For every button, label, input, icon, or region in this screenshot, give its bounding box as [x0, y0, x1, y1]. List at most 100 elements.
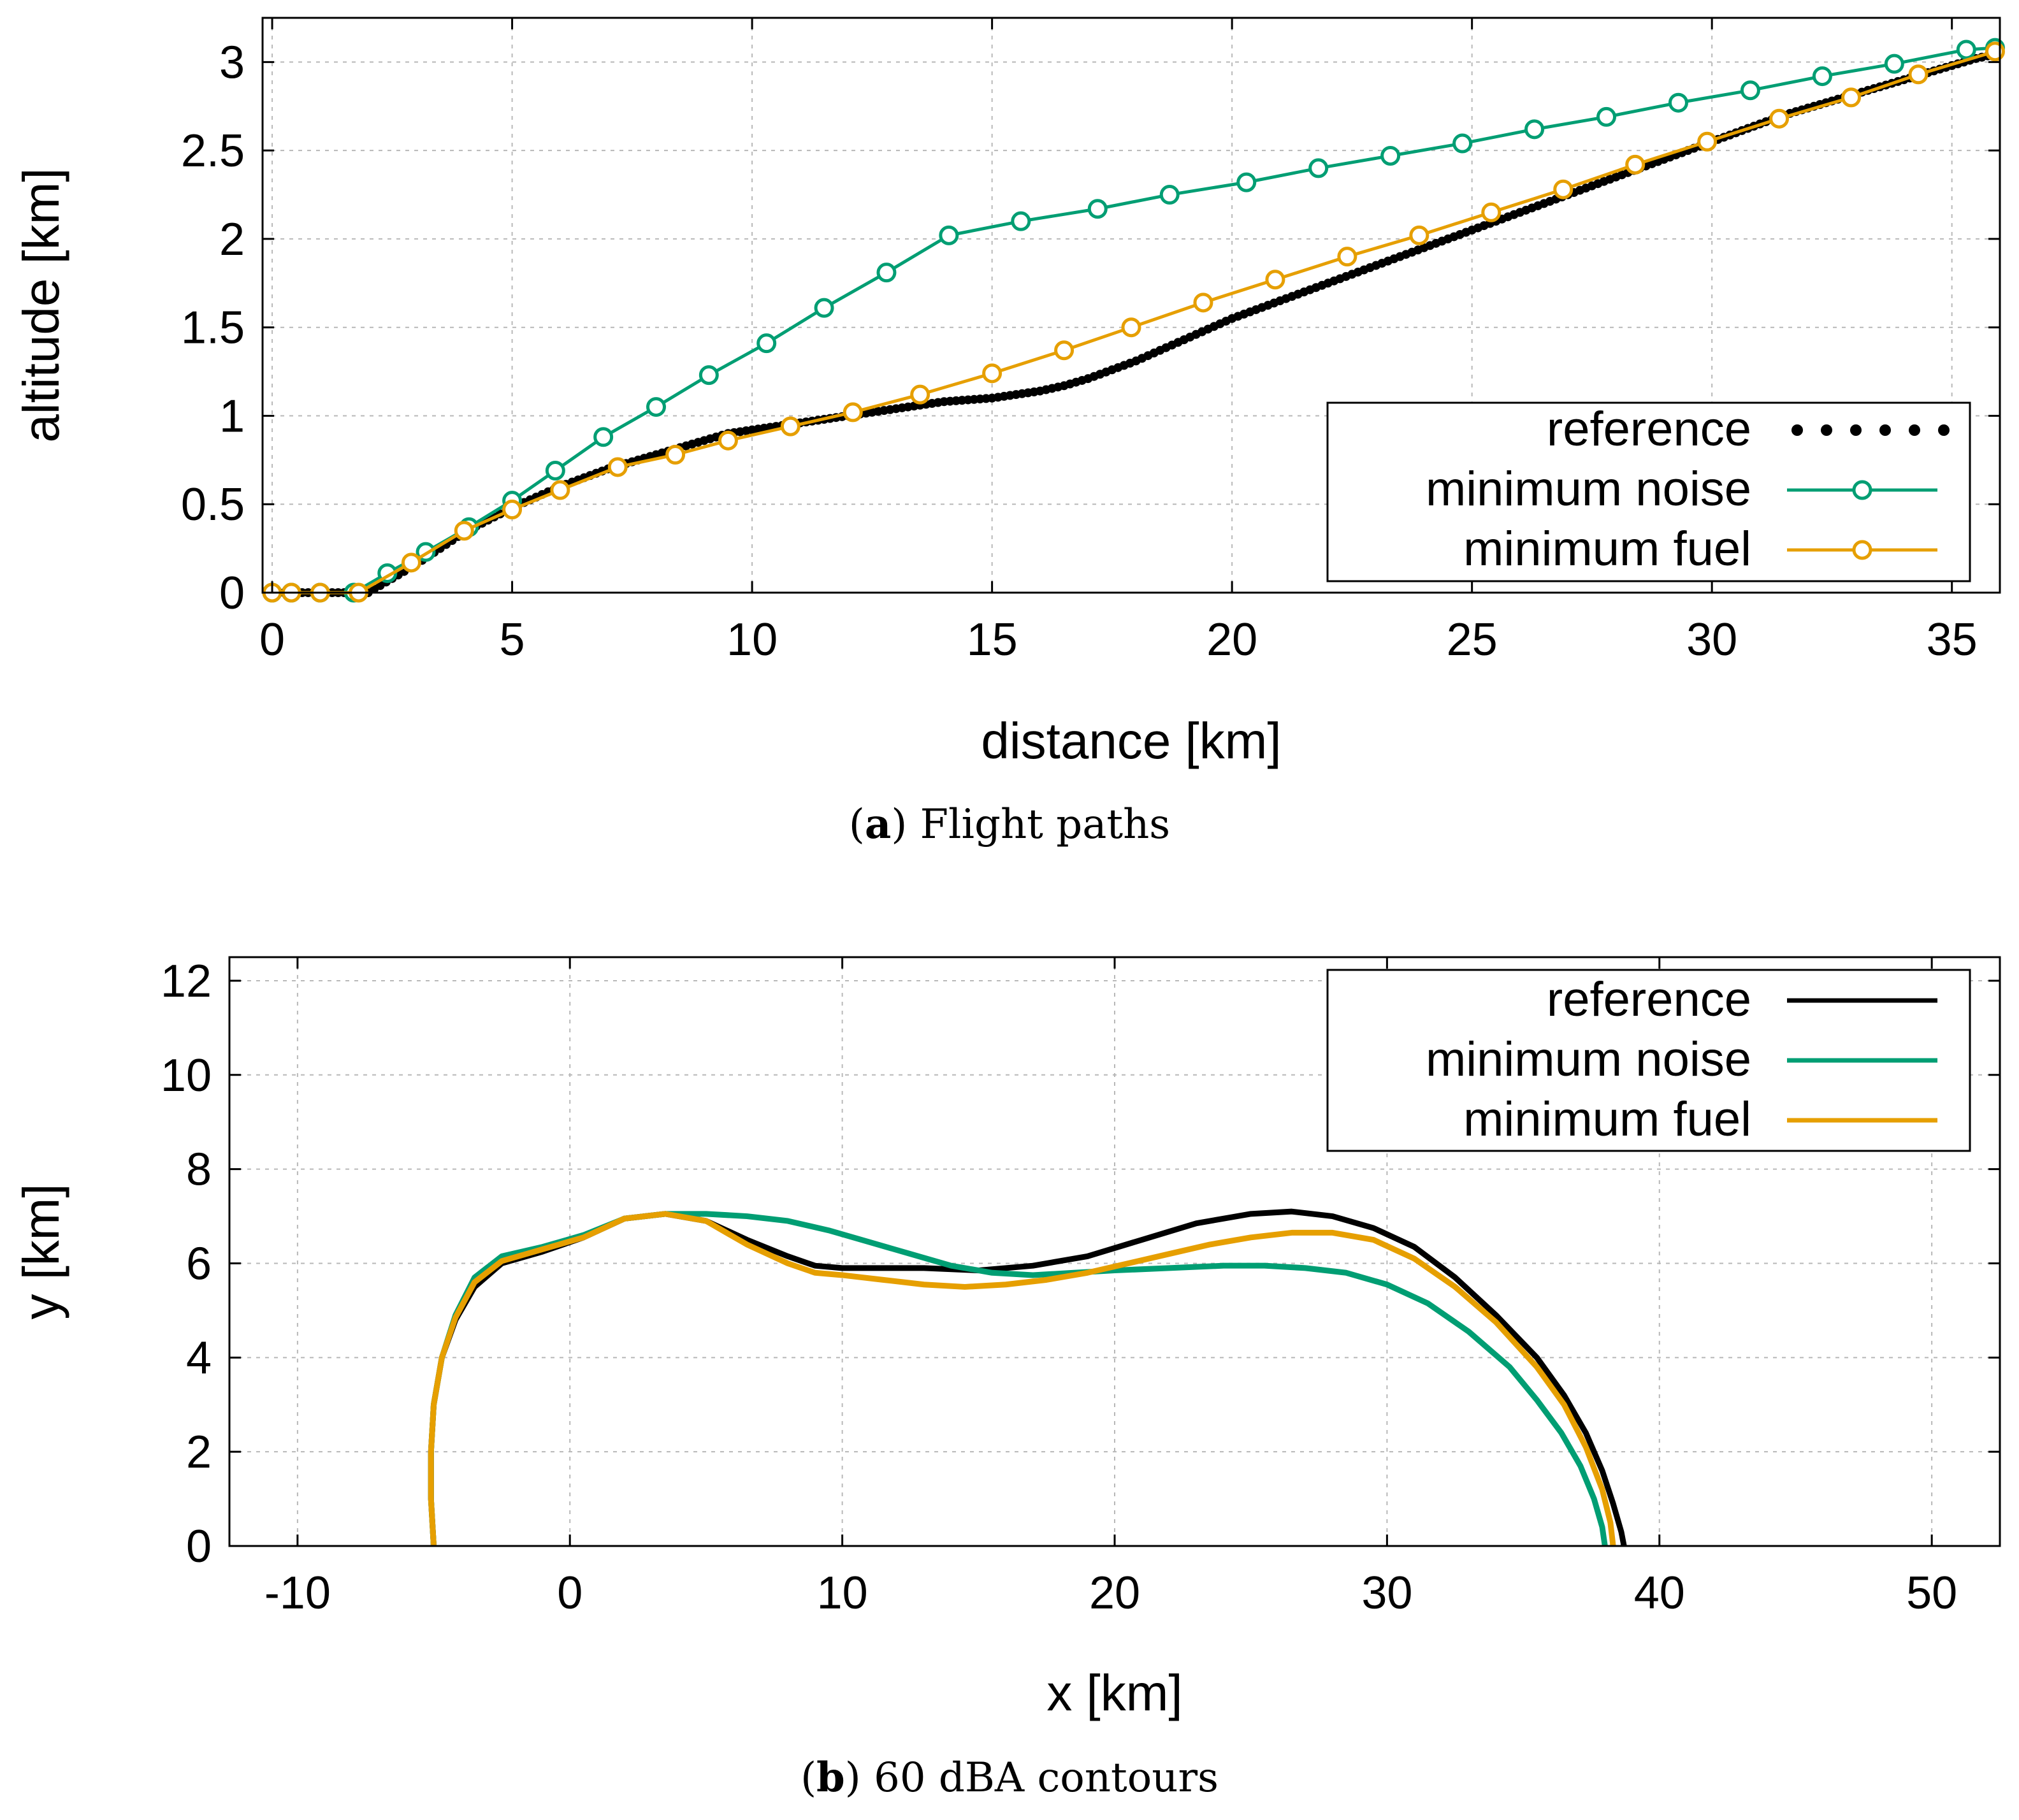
- data-point-minimum-fuel: [401, 552, 421, 573]
- x-tick-label: 15: [967, 614, 1018, 665]
- series-layer: [262, 38, 2005, 603]
- data-point-minimum-fuel: [607, 457, 628, 477]
- data-point-minimum-fuel: [1054, 340, 1075, 361]
- data-point-minimum-noise: [1087, 199, 1108, 219]
- caption-letter: a: [864, 800, 892, 848]
- legend-label-minimum-fuel: minimum fuel: [1463, 522, 1751, 576]
- legend-swatch-reference: [1791, 424, 1950, 436]
- caption-b: (b) 60 dBA contours: [800, 1754, 1219, 1802]
- y-axis-title: y [km]: [13, 1183, 69, 1319]
- series-layer: [428, 1208, 1627, 1547]
- y-tick-label: 1: [219, 391, 245, 442]
- legend-marker: [1852, 480, 1872, 500]
- caption-text: Flight paths: [920, 801, 1171, 848]
- y-tick-label: 0: [186, 1521, 212, 1572]
- caption-a: (a) Flight paths: [848, 800, 1171, 848]
- axis-ticks: -10 0 10 20 30 40 50 0 2 4 6 8 10 12: [161, 956, 2000, 1619]
- data-point-minimum-fuel: [665, 445, 686, 465]
- x-tick-label: 0: [259, 614, 285, 665]
- x-tick-label: 35: [1927, 614, 1978, 665]
- y-tick-label: 8: [186, 1145, 212, 1195]
- x-tick-label: 20: [1089, 1568, 1140, 1619]
- data-point-minimum-noise: [1668, 92, 1688, 113]
- data-point-minimum-noise: [1236, 172, 1257, 192]
- x-tick-label: 40: [1634, 1568, 1685, 1619]
- x-tick-label: 10: [727, 614, 778, 665]
- y-tick-label: 0: [219, 568, 245, 619]
- x-tick-label: 0: [557, 1568, 583, 1619]
- data-point-minimum-fuel: [1625, 154, 1646, 175]
- x-tick-label: 30: [1361, 1568, 1412, 1619]
- data-point-minimum-fuel: [1553, 179, 1574, 199]
- legend-dot: [1909, 424, 1920, 436]
- data-point-minimum-fuel: [910, 384, 930, 405]
- legend-label-reference: reference: [1547, 972, 1751, 1027]
- x-axis-title: distance [km]: [981, 712, 1281, 769]
- x-axis-title: x [km]: [1046, 1665, 1182, 1721]
- legend-dot: [1821, 424, 1832, 436]
- data-point-minimum-noise: [593, 427, 614, 447]
- data-point-minimum-noise: [1596, 106, 1617, 127]
- data-point-minimum-fuel: [1908, 64, 1929, 85]
- plot-frame: [261, 17, 2001, 594]
- legend-label-reference: reference: [1547, 402, 1751, 456]
- series-minimum-fuel: [428, 1211, 1616, 1547]
- data-point-minimum-fuel: [1697, 131, 1718, 152]
- data-point-minimum-noise: [1380, 145, 1401, 166]
- data-point-minimum-noise: [1011, 211, 1031, 231]
- y-tick-label: 4: [186, 1332, 212, 1383]
- legend-swatch-minimum-fuel: [1787, 540, 1937, 560]
- y-tick-label: 1.5: [181, 303, 245, 354]
- x-tick-label: 50: [1906, 1568, 1957, 1619]
- y-tick-label: 10: [161, 1050, 212, 1101]
- legend-label-minimum-noise: minimum noise: [1426, 462, 1751, 516]
- data-point-minimum-noise: [545, 460, 565, 480]
- legend-label-minimum-fuel: minimum fuel: [1463, 1092, 1751, 1146]
- series-line-reference: [428, 1208, 1627, 1547]
- data-point-minimum-fuel: [550, 480, 570, 500]
- legend-dot: [1879, 424, 1891, 436]
- series-minimum-noise: [428, 1211, 1608, 1547]
- data-point-minimum-noise: [1159, 185, 1180, 205]
- data-point-minimum-noise: [876, 263, 897, 283]
- data-point-minimum-noise: [814, 298, 834, 318]
- data-point-minimum-noise: [756, 333, 777, 354]
- y-tick-label: 12: [161, 956, 212, 1007]
- data-point-minimum-fuel: [1409, 225, 1429, 245]
- caption-text: 60 dBA contours: [874, 1754, 1219, 1802]
- y-tick-label: 0.5: [181, 479, 245, 530]
- y-tick-label: 2: [186, 1427, 212, 1478]
- legend-swatch-minimum-noise: [1787, 480, 1937, 500]
- data-point-minimum-noise: [1956, 40, 1976, 60]
- x-tick-label: 25: [1447, 614, 1498, 665]
- legend: reference minimum noise minimum fuel: [1326, 969, 1971, 1152]
- data-point-minimum-noise: [1524, 119, 1545, 140]
- y-tick-label: 3: [219, 37, 245, 88]
- x-tick-label: 30: [1686, 614, 1737, 665]
- legend-marker: [1852, 540, 1872, 560]
- data-point-minimum-fuel: [502, 500, 523, 520]
- series-line-minimum-noise: [428, 1211, 1608, 1547]
- series-reference: [428, 1208, 1627, 1547]
- data-point-minimum-fuel: [843, 402, 863, 422]
- y-axis-title: altitude [km]: [13, 168, 69, 442]
- data-point-minimum-fuel: [1337, 247, 1357, 267]
- y-tick-label: 2.5: [181, 126, 245, 177]
- axis-ticks: 0 5 10 15 20 25 30 35 0 0.5 1 1.5 2 2.5 3: [181, 18, 2000, 665]
- x-tick-label: -10: [264, 1568, 331, 1619]
- x-tick-label: 5: [500, 614, 525, 665]
- data-point-minimum-noise: [646, 397, 666, 417]
- data-point-minimum-noise: [1308, 158, 1329, 178]
- data-point-minimum-noise: [1452, 133, 1473, 154]
- legend-dot: [1850, 424, 1862, 436]
- data-point-minimum-fuel: [1481, 202, 1502, 222]
- data-point-minimum-fuel: [454, 521, 474, 541]
- data-point-minimum-noise: [1884, 54, 1904, 74]
- data-point-minimum-fuel: [1769, 108, 1790, 129]
- caption-letter: b: [816, 1754, 845, 1802]
- legend-dot: [1791, 424, 1803, 436]
- data-point-minimum-noise: [698, 365, 719, 386]
- data-point-minimum-fuel: [982, 363, 1002, 384]
- data-point-minimum-fuel: [780, 416, 800, 437]
